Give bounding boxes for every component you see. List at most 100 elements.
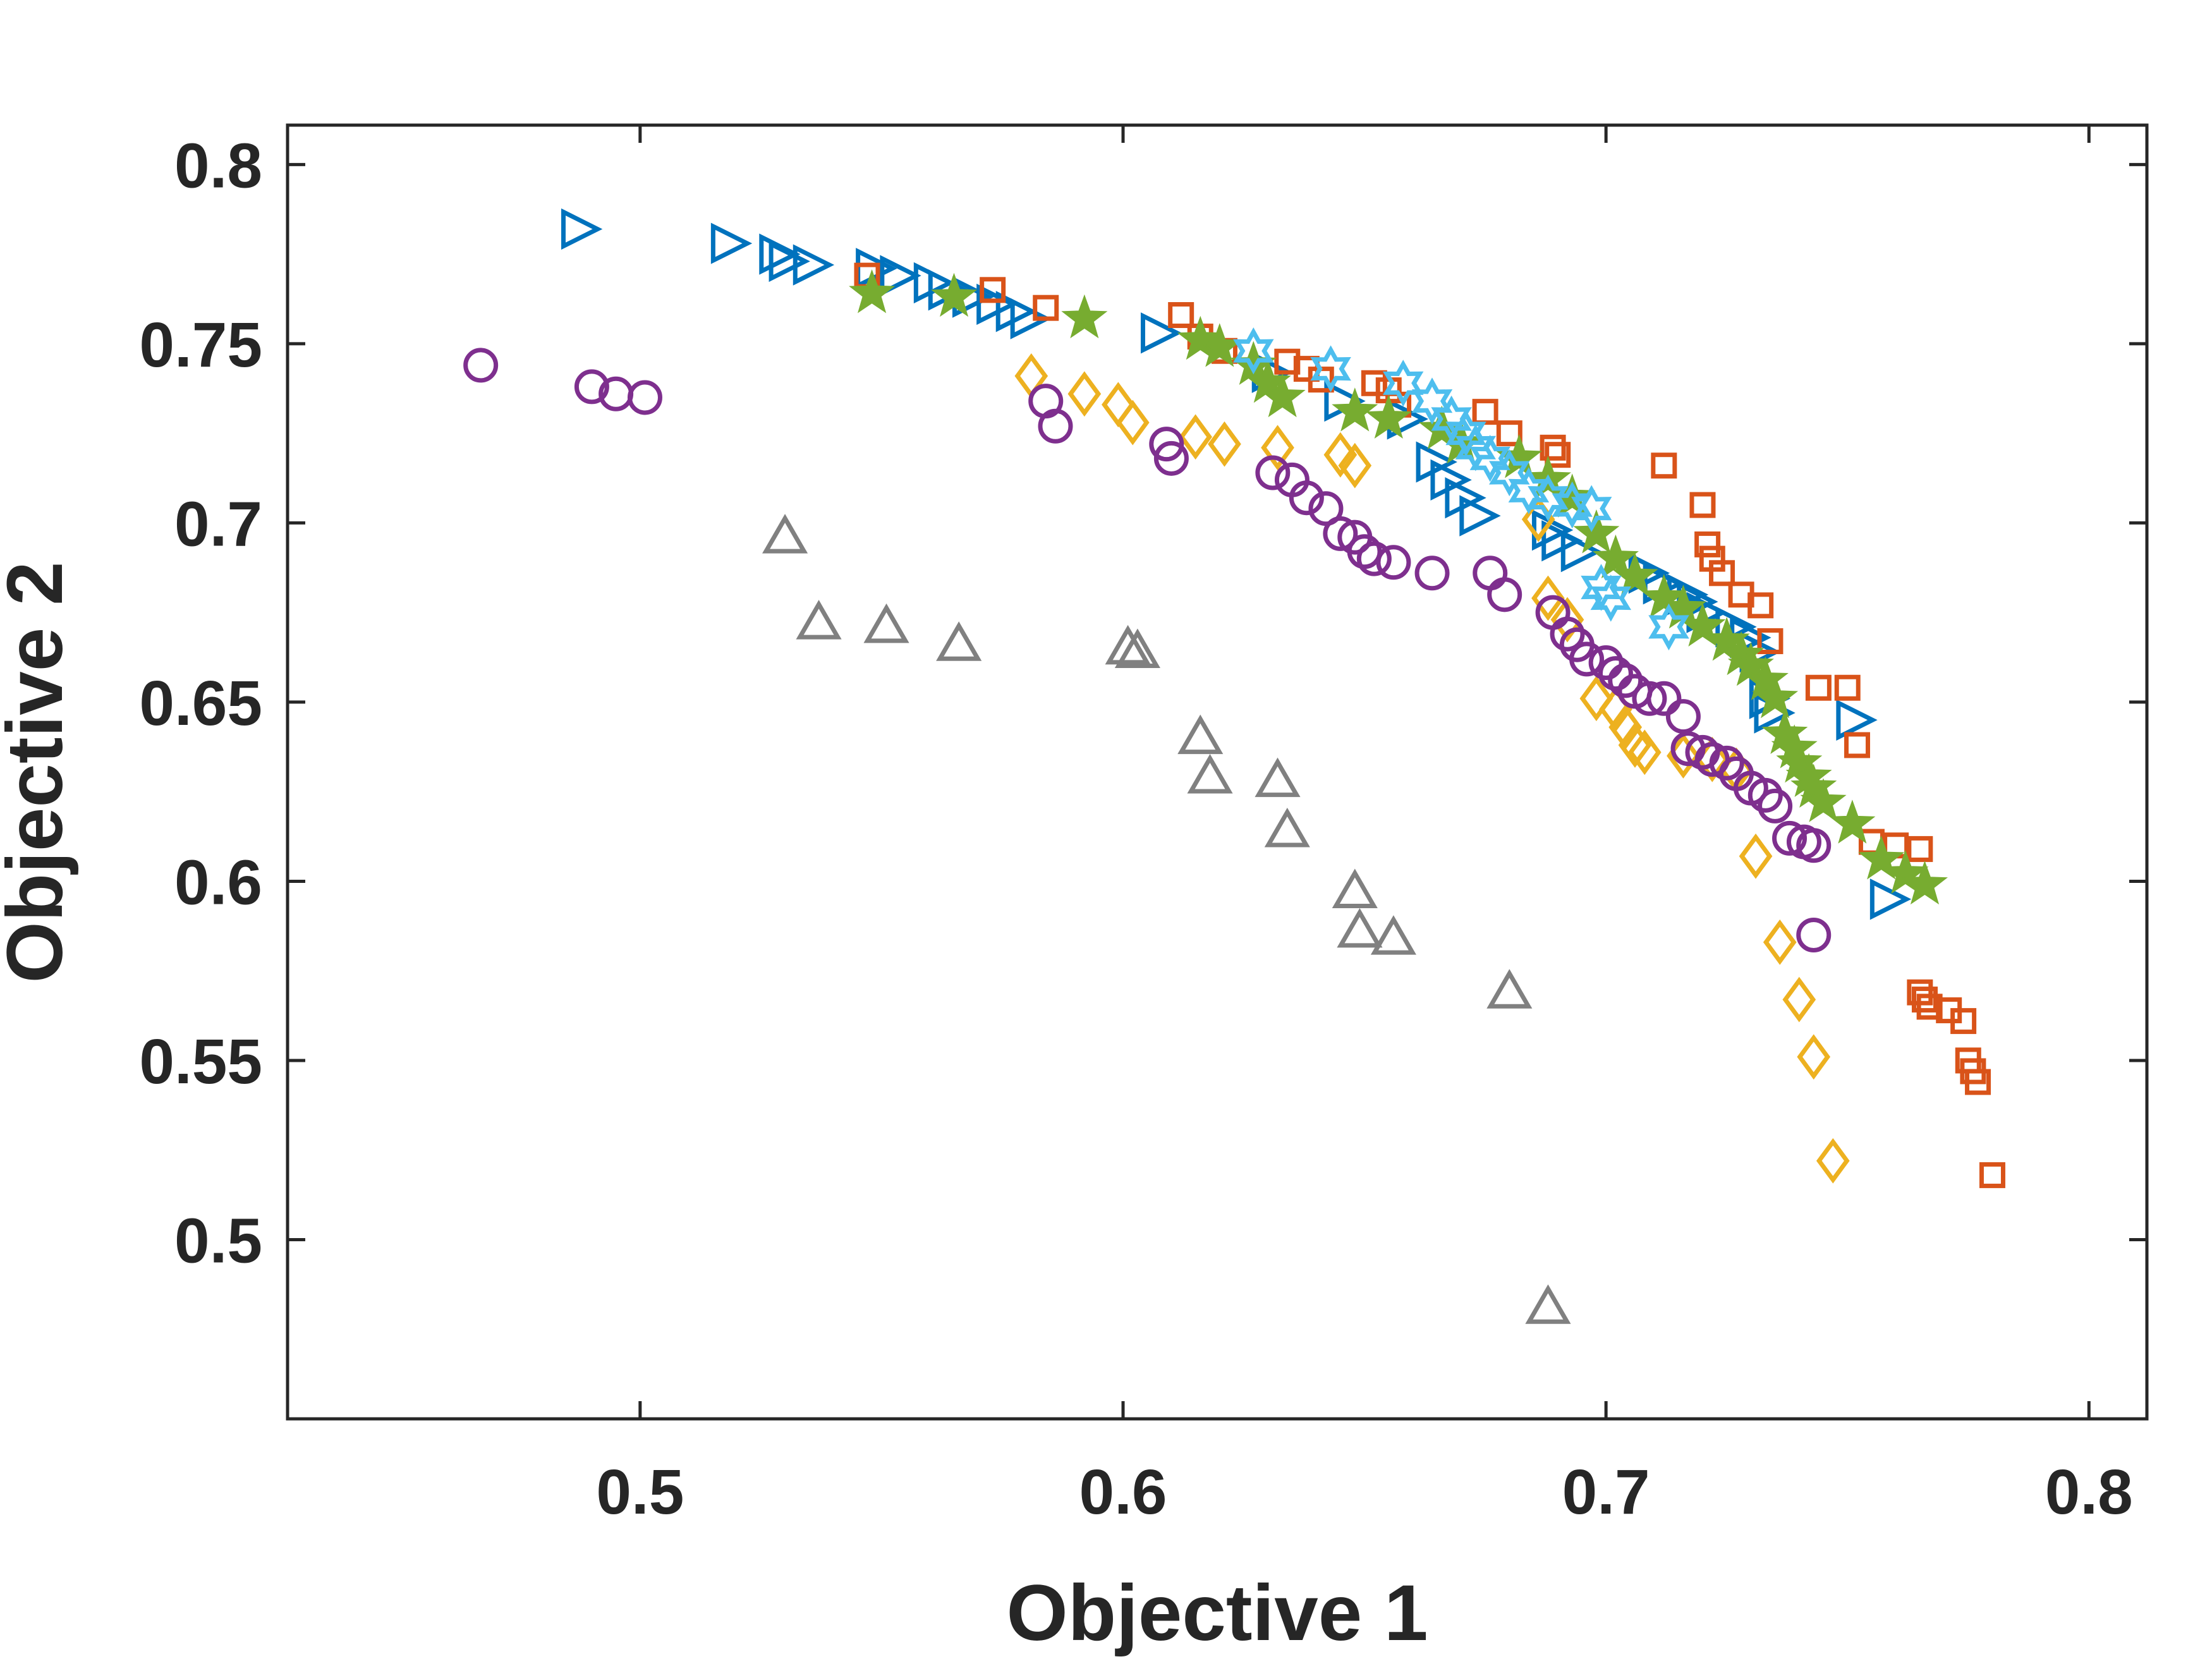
data-point-circle xyxy=(1796,828,1832,863)
data-point-diamond xyxy=(1627,729,1662,775)
data-point-pentagram xyxy=(1573,509,1620,554)
data-point-circle xyxy=(1709,745,1744,781)
y-tick-label: 0.75 xyxy=(139,310,262,380)
data-point-diamond xyxy=(1579,676,1613,722)
data-point-circle xyxy=(1149,427,1184,462)
data-point-up-triangle xyxy=(1525,1284,1571,1324)
data-point-circle xyxy=(1356,541,1392,576)
x-axis-label: Objective 1 xyxy=(1007,1569,1428,1657)
data-point-square xyxy=(1747,592,1774,619)
data-point-pentagram xyxy=(1742,656,1789,700)
y-tick-label: 0.5 xyxy=(174,1205,262,1276)
series-4 xyxy=(463,348,1832,953)
data-point-pentagram xyxy=(1641,574,1687,618)
data-point-hexagram xyxy=(1489,449,1530,497)
data-point-diamond xyxy=(1763,919,1797,965)
data-point-diamond xyxy=(1797,1034,1831,1080)
data-point-pentagram xyxy=(1902,860,1948,905)
data-point-hexagram xyxy=(1571,485,1612,532)
data-point-hexagram xyxy=(1310,345,1351,392)
data-point-right-triangle xyxy=(1140,312,1182,354)
data-point-circle xyxy=(1646,681,1682,716)
data-point-right-triangle xyxy=(1560,531,1603,573)
x-tick-label: 0.5 xyxy=(596,1457,684,1528)
data-point-square xyxy=(1805,674,1832,701)
data-point-up-triangle xyxy=(1370,915,1416,955)
y-tick-label: 0.8 xyxy=(174,130,262,201)
y-tick-label: 0.55 xyxy=(139,1026,262,1097)
data-point-square xyxy=(1496,420,1522,447)
data-point-pentagram xyxy=(1365,394,1412,439)
data-point-right-triangle xyxy=(1010,298,1052,339)
y-tick-label: 0.6 xyxy=(174,847,262,918)
data-point-circle xyxy=(1376,545,1411,580)
data-point-hexagram xyxy=(1445,410,1486,457)
data-point-square xyxy=(1950,1008,1977,1035)
data-point-circle xyxy=(1323,516,1358,551)
data-point-up-triangle xyxy=(863,603,909,643)
data-point-circle xyxy=(1289,480,1324,516)
data-point-pentagram xyxy=(1612,552,1658,597)
data-point-pentagram xyxy=(1858,835,1905,880)
y-axis-label: Objective 2 xyxy=(0,562,79,983)
data-point-pentagram xyxy=(1592,534,1639,579)
data-point-hexagram xyxy=(1528,474,1569,521)
data-point-up-triangle xyxy=(762,514,808,554)
data-marks xyxy=(463,208,2005,1324)
axis-ticks xyxy=(288,125,2147,1419)
data-point-square xyxy=(1844,732,1871,758)
data-point-right-triangle xyxy=(1541,520,1583,562)
data-point-pentagram xyxy=(849,269,896,313)
data-point-pentagram xyxy=(1332,387,1378,432)
data-point-up-triangle xyxy=(1255,757,1301,798)
data-point-up-triangle xyxy=(1486,969,1533,1009)
data-point-hexagram xyxy=(1233,327,1274,375)
data-point-circle xyxy=(1255,455,1291,490)
data-point-pentagram xyxy=(1177,315,1224,360)
data-point-square xyxy=(1651,453,1677,479)
data-point-square xyxy=(1694,531,1721,557)
data-point-square xyxy=(1361,370,1387,396)
data-point-circle xyxy=(1487,577,1522,612)
data-point-circle xyxy=(1347,534,1382,569)
data-point-circle xyxy=(463,348,499,383)
data-point-hexagram xyxy=(1382,360,1424,407)
data-point-diamond xyxy=(1618,722,1652,768)
data-point-diamond xyxy=(1338,442,1372,489)
data-point-circle xyxy=(1608,663,1643,698)
data-point-circle xyxy=(1632,681,1667,716)
data-point-circle xyxy=(1747,777,1783,813)
data-point-up-triangle xyxy=(1114,628,1160,669)
data-point-diamond xyxy=(1115,399,1150,446)
data-point-diamond xyxy=(1067,371,1102,417)
data-point-diamond xyxy=(1608,704,1643,750)
data-point-up-triangle xyxy=(1264,808,1310,848)
data-point-pentagram xyxy=(1882,849,1929,894)
data-point-right-triangle xyxy=(793,244,835,286)
data-point-pentagram xyxy=(1800,778,1847,822)
data-point-square xyxy=(1033,295,1059,321)
data-point-right-triangle xyxy=(1430,459,1472,501)
data-point-square xyxy=(1965,1069,1991,1095)
data-point-up-triangle xyxy=(1332,868,1378,908)
data-point-up-triangle xyxy=(1177,714,1224,755)
data-point-circle xyxy=(1665,699,1701,734)
x-tick-label: 0.8 xyxy=(2045,1457,2133,1528)
x-tick-labels: 0.5 0.6 0.7 0.8 xyxy=(596,1457,2132,1528)
data-point-hexagram xyxy=(1411,377,1453,425)
data-point-square xyxy=(980,277,1006,303)
data-point-hexagram xyxy=(1648,603,1689,651)
data-point-diamond xyxy=(1323,432,1358,478)
data-point-right-triangle xyxy=(1869,878,1912,920)
data-point-pentagram xyxy=(1752,674,1799,719)
data-point-up-triangle xyxy=(796,600,842,640)
data-point-up-triangle xyxy=(1337,908,1383,948)
data-point-square xyxy=(1757,628,1784,655)
data-point-circle xyxy=(627,380,662,415)
data-point-circle xyxy=(1308,491,1344,526)
data-point-up-triangle xyxy=(1187,754,1233,794)
data-point-hexagram xyxy=(1590,574,1632,622)
data-point-right-triangle xyxy=(1459,495,1501,537)
data-point-pentagram xyxy=(1259,373,1306,418)
